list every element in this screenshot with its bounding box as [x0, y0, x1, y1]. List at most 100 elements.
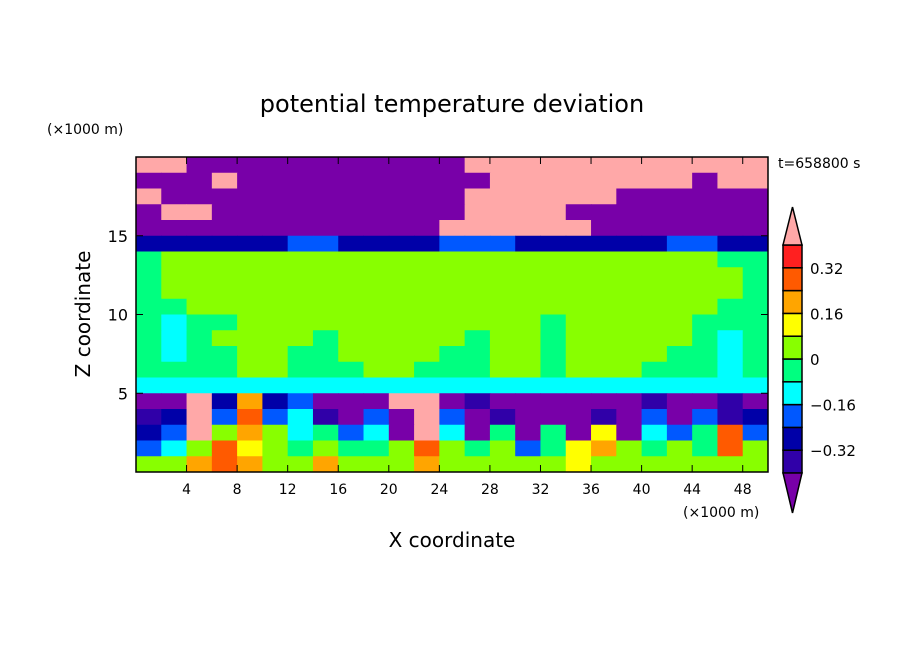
heatmap-cell: [591, 377, 617, 394]
heatmap-cell: [692, 251, 718, 268]
heatmap-cell: [515, 330, 541, 347]
heatmap-cell: [692, 409, 718, 426]
heatmap-cell: [591, 172, 617, 189]
heatmap-cell: [211, 346, 238, 363]
heatmap-cell: [641, 267, 668, 284]
heatmap-cell: [464, 283, 491, 300]
heatmap-cell: [161, 440, 188, 457]
heatmap-cell: [414, 409, 440, 426]
heatmap-cell: [692, 298, 718, 315]
heatmap-cell: [262, 409, 289, 426]
heatmap-cell: [439, 220, 466, 237]
heatmap-cell: [591, 267, 617, 284]
heatmap-cell: [666, 204, 693, 221]
heatmap-cell: [287, 440, 314, 457]
heatmap-cell: [211, 204, 238, 221]
heatmap-cell: [489, 235, 516, 252]
heatmap-cell: [591, 157, 617, 174]
heatmap-cell: [211, 424, 238, 441]
heatmap-cell: [211, 440, 238, 457]
heatmap-cell: [742, 188, 769, 205]
heatmap-cell: [616, 188, 643, 205]
heatmap-cell: [363, 409, 390, 426]
heatmap-cell: [666, 424, 693, 441]
heatmap-cell: [388, 251, 415, 268]
heatmap-cell: [161, 377, 188, 394]
heatmap-cell: [262, 424, 289, 441]
heatmap-cell: [262, 204, 289, 221]
heatmap-cell: [464, 298, 491, 315]
heatmap-cell: [312, 456, 339, 473]
heatmap-cell: [262, 330, 289, 347]
heatmap-cell: [717, 361, 744, 378]
heatmap-cell: [641, 424, 668, 441]
heatmap-cell: [565, 409, 592, 426]
heatmap-cell: [186, 235, 213, 252]
heatmap-cell: [338, 298, 365, 315]
heatmap-cell: [237, 204, 263, 221]
heatmap-cell: [287, 188, 314, 205]
heatmap-cell: [211, 267, 238, 284]
heatmap-cell: [414, 251, 440, 268]
heatmap-cell: [439, 157, 466, 174]
heatmap-cell: [666, 235, 693, 252]
heatmap-cell: [616, 361, 643, 378]
x-unit-label: (×1000 m): [683, 505, 759, 521]
heatmap-cell: [616, 456, 643, 473]
heatmap-cell: [540, 267, 567, 284]
heatmap-cell: [186, 172, 213, 189]
heatmap-cell: [136, 267, 162, 284]
heatmap-cell: [388, 188, 415, 205]
heatmap-cell: [312, 172, 339, 189]
heatmap-cell: [262, 440, 289, 457]
heatmap-cell: [540, 220, 567, 237]
heatmap-cell: [363, 298, 390, 315]
heatmap-cell: [489, 314, 516, 331]
heatmap-cell: [414, 220, 440, 237]
x-tick-label: 36: [582, 482, 600, 498]
heatmap-cell: [363, 346, 390, 363]
heatmap-cell: [161, 456, 188, 473]
heatmap-cell: [388, 393, 415, 410]
heatmap-cell: [515, 346, 541, 363]
heatmap-cell: [489, 251, 516, 268]
heatmap-cell: [312, 188, 339, 205]
x-tick-label: 32: [532, 482, 550, 498]
heatmap-cell: [363, 314, 390, 331]
heatmap-cell: [414, 283, 440, 300]
colorbar: 0.32 0.16 0 −0.16 −0.32: [782, 206, 856, 514]
heatmap-cell: [237, 314, 263, 331]
heatmap-cell: [338, 346, 365, 363]
heatmap-cell: [136, 172, 162, 189]
heatmap-cell: [692, 283, 718, 300]
heatmap-cell: [161, 204, 188, 221]
heatmap-cell: [262, 456, 289, 473]
heatmap-cell: [742, 424, 769, 441]
heatmap-cell: [641, 283, 668, 300]
heatmap-cell: [136, 314, 162, 331]
heatmap-cell: [591, 314, 617, 331]
heatmap-cell: [186, 393, 213, 410]
heatmap-cell: [338, 456, 365, 473]
heatmap-cell: [186, 361, 213, 378]
heatmap-cell: [717, 456, 744, 473]
heatmap-cell: [616, 204, 643, 221]
heatmap-cell: [338, 251, 365, 268]
heatmap-cell: [666, 220, 693, 237]
heatmap-cell: [742, 361, 769, 378]
heatmap-cell: [237, 409, 263, 426]
heatmap-cell: [464, 314, 491, 331]
heatmap-cell: [186, 157, 213, 174]
heatmap-cell: [515, 188, 541, 205]
heatmap-cell: [641, 235, 668, 252]
heatmap-cell: [591, 298, 617, 315]
heatmap-cell: [312, 330, 339, 347]
heatmap-cell: [489, 456, 516, 473]
heatmap-cell: [515, 409, 541, 426]
heatmap-cell: [565, 346, 592, 363]
heatmap-cell: [439, 440, 466, 457]
colorbar-extend-max: [782, 206, 803, 246]
heatmap-cell: [211, 172, 238, 189]
heatmap-cell: [742, 330, 769, 347]
